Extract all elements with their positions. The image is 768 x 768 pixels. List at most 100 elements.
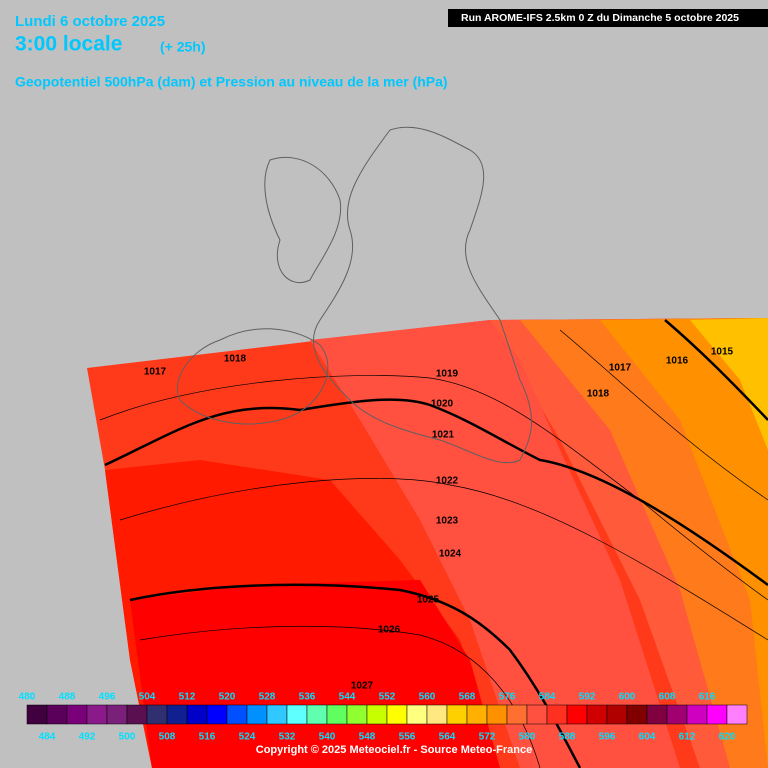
swatch [686, 704, 708, 725]
isobar-label: 1018 [587, 389, 610, 400]
swatch [646, 704, 668, 725]
colorbar-label: 552 [379, 692, 396, 703]
colorbar-label: 576 [499, 692, 516, 703]
isobar-label: 1020 [431, 399, 454, 410]
colorbar-label: 564 [439, 732, 456, 743]
colorbar-label: 532 [279, 732, 296, 743]
swatch [566, 704, 588, 725]
isoline [559, 329, 768, 501]
isobar-labels: 1017 1018 1019 1020 1021 1022 1023 1024 1025 1026… [144, 347, 734, 692]
swatch [386, 704, 408, 725]
colorbar-label: 484 [39, 732, 56, 743]
swatch [366, 704, 388, 725]
swatch [246, 704, 268, 725]
isobar-label: 1016 [666, 356, 689, 367]
swatch [706, 704, 728, 725]
swatch [146, 704, 168, 725]
date: Lundi 6 octobre 2025 [15, 13, 165, 30]
colorbar-label: 548 [359, 732, 376, 743]
coast [176, 328, 329, 425]
swatch [186, 704, 208, 725]
isobar-label: 1018 [224, 354, 247, 365]
swatch [86, 704, 108, 725]
swatch [26, 704, 48, 725]
band [600, 318, 768, 768]
colorbar-label: 604 [639, 732, 656, 743]
colorbar-label: 556 [399, 732, 416, 743]
colorbar-label: 616 [699, 692, 716, 703]
isobar-label: 1026 [378, 625, 401, 636]
colorbar-label: 544 [339, 692, 356, 703]
swatch [426, 704, 448, 725]
coast [264, 156, 342, 284]
copyright: Copyright © 2025 Meteociel.fr - Source M… [256, 744, 532, 756]
swatch [286, 704, 308, 725]
swatch [606, 704, 628, 725]
colorbar-label: 528 [259, 692, 276, 703]
colorbar-label: 588 [559, 732, 576, 743]
colorbar-label: 512 [179, 692, 196, 703]
colorbar-label: 596 [599, 732, 616, 743]
isobar-label: 1022 [436, 476, 459, 487]
isobar-label: 1024 [439, 549, 462, 560]
swatch [506, 704, 528, 725]
run-info: Run AROME-IFS 2.5km 0 Z du Dimanche 5 oc… [461, 12, 739, 24]
swatch [206, 704, 228, 725]
isobar-label: 1017 [144, 367, 167, 378]
colorbar-label: 608 [659, 692, 676, 703]
colorbar-label: 540 [319, 732, 336, 743]
swatch [726, 704, 748, 725]
colorbar-label: 560 [419, 692, 436, 703]
colorbar-label: 516 [199, 732, 216, 743]
isobar-label: 1017 [609, 363, 632, 374]
isobar-label: 1027 [351, 681, 374, 692]
colorbar-label: 580 [519, 732, 536, 743]
colorbar-label: 620 [719, 732, 736, 743]
swatch [106, 704, 128, 725]
isobars [99, 319, 768, 768]
swatch [306, 704, 328, 725]
swatch [446, 704, 468, 725]
swatch [46, 704, 68, 725]
swatch [266, 704, 288, 725]
colorbar: 480 484 488 492 496 500 504 508 512 516 520 524 528 5… [19, 692, 748, 743]
swatch [586, 704, 608, 725]
colorbar-label: 536 [299, 692, 316, 703]
isoline [664, 319, 768, 421]
colorbar-label: 492 [79, 732, 96, 743]
colorbar-label: 496 [99, 692, 116, 703]
swatch [666, 704, 688, 725]
colorbar-label: 504 [139, 692, 156, 703]
swatch [626, 704, 648, 725]
colorbar-label: 508 [159, 732, 176, 743]
run-box [448, 9, 768, 27]
time: 3:00 locale [15, 33, 122, 56]
swatch [326, 704, 348, 725]
band [690, 318, 768, 450]
band [310, 320, 680, 768]
colorbar-label: 584 [539, 692, 556, 703]
colorbar-label: 524 [239, 732, 256, 743]
lead: (+ 25h) [160, 39, 206, 55]
colorbar-label: 568 [459, 692, 476, 703]
swatch [346, 704, 368, 725]
isobar-label: 1025 [417, 595, 440, 606]
subtitle: Geopotentiel 500hPa (dam) et Pression au… [15, 74, 448, 90]
colorbar-label: 520 [219, 692, 236, 703]
colorbar-label: 572 [479, 732, 496, 743]
swatch [226, 704, 248, 725]
coastlines [176, 126, 533, 464]
swatch [166, 704, 188, 725]
colorbar-label: 480 [19, 692, 36, 703]
swatch [126, 704, 148, 725]
swatch [406, 704, 428, 725]
colorbar-label: 500 [119, 732, 136, 743]
isoline [99, 375, 768, 601]
isoline [129, 583, 582, 768]
swatch [486, 704, 508, 725]
swatch [526, 704, 548, 725]
colorbar-label: 612 [679, 732, 696, 743]
isobar-label: 1015 [711, 347, 734, 358]
colorbar-label: 600 [619, 692, 636, 703]
